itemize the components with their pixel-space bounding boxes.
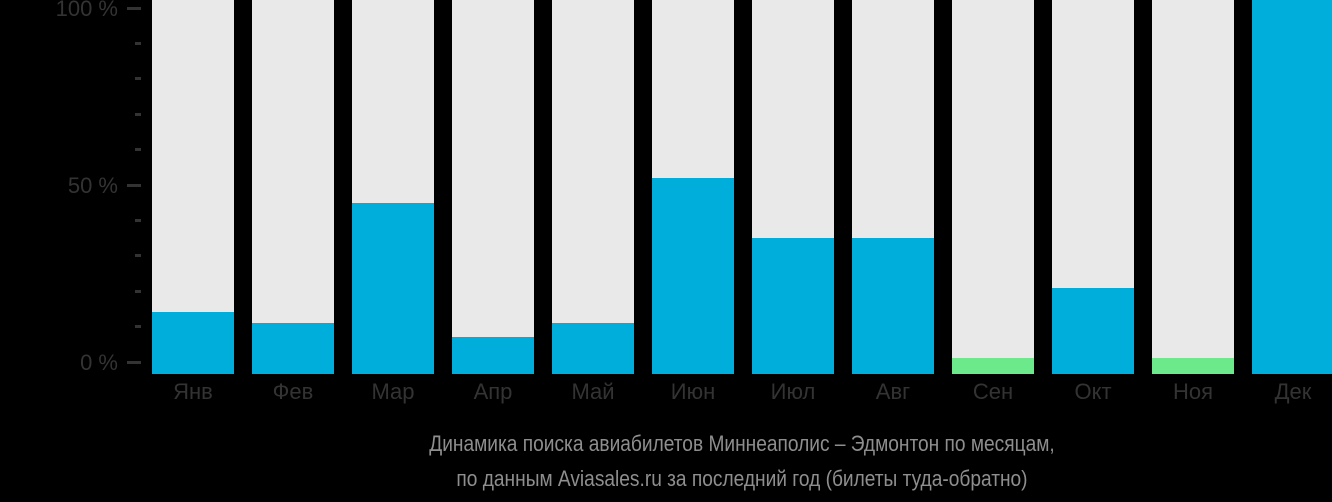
bar-fill-2 bbox=[252, 323, 334, 374]
bar-track-8 bbox=[852, 0, 934, 374]
bar-fill-3 bbox=[352, 203, 434, 374]
month-label-4: Апр bbox=[473, 379, 513, 404]
month-label-12: Дек bbox=[1274, 379, 1312, 404]
y-axis-minor-tick bbox=[135, 42, 141, 45]
bar-track-5 bbox=[552, 0, 634, 374]
month-label-8: Авг bbox=[875, 379, 911, 404]
bar-track-7 bbox=[752, 0, 834, 374]
bar-track-9 bbox=[952, 0, 1034, 374]
y-axis-minor-tick bbox=[135, 113, 141, 116]
month-label-3: Мар bbox=[371, 379, 415, 404]
bar-track-6 bbox=[652, 0, 734, 374]
y-axis-major-tick bbox=[127, 361, 141, 364]
bar-fill-10 bbox=[1052, 288, 1134, 374]
y-axis-major-tick bbox=[127, 184, 141, 187]
bar-fill-12 bbox=[1252, 0, 1332, 374]
bar-track-10 bbox=[1052, 0, 1134, 374]
y-axis-tick-label: 100 % bbox=[55, 0, 118, 21]
y-axis-minor-tick bbox=[135, 254, 141, 257]
bar-track-4 bbox=[452, 0, 534, 374]
bar-fill-1 bbox=[152, 312, 234, 374]
y-axis-minor-tick bbox=[135, 325, 141, 328]
month-label-7: Июл bbox=[770, 379, 816, 404]
month-label-1: Янв bbox=[173, 379, 213, 404]
bar-fill-4 bbox=[452, 337, 534, 374]
bar-track-11 bbox=[1152, 0, 1234, 374]
month-label-6: Июн bbox=[670, 379, 716, 404]
y-axis-major-tick bbox=[127, 7, 141, 10]
bar-fill-7 bbox=[752, 238, 834, 374]
bar-track-1 bbox=[152, 0, 234, 374]
bar-fill-8 bbox=[852, 238, 934, 374]
bar-track-12 bbox=[1252, 0, 1332, 374]
month-label-2: Фев bbox=[272, 379, 314, 404]
y-axis-minor-tick bbox=[135, 77, 141, 80]
caption-line-2: по данным Aviasales.ru за последний год … bbox=[456, 466, 1028, 491]
caption-line-1: Динамика поиска авиабилетов Миннеаполис … bbox=[429, 431, 1055, 456]
y-axis-tick-label: 50 % bbox=[67, 173, 118, 198]
month-label-11: Ноя bbox=[1172, 379, 1214, 404]
bar-track-3 bbox=[352, 0, 434, 374]
month-label-10: Окт bbox=[1074, 379, 1112, 404]
y-axis: 0 % 50 % 100 % bbox=[0, 0, 152, 375]
bar-fill-6 bbox=[652, 178, 734, 374]
month-label-5: Май bbox=[571, 379, 615, 404]
plot-area: 0 % 50 % 100 % bbox=[0, 0, 1332, 375]
y-axis-minor-tick bbox=[135, 219, 141, 222]
bars-container bbox=[152, 0, 1332, 374]
bar-fill-9 bbox=[952, 358, 1034, 374]
month-label-9: Сен bbox=[972, 379, 1014, 404]
chart-caption: Динамика поиска авиабилетов Миннеаполис … bbox=[152, 426, 1332, 496]
y-axis-tick-label: 0 % bbox=[80, 350, 118, 375]
bar-fill-11 bbox=[1152, 358, 1234, 374]
y-axis-minor-tick bbox=[135, 290, 141, 293]
bar-track-2 bbox=[252, 0, 334, 374]
x-axis-labels: Янв Фев Мар Апр Май Июн Июл Авг Сен Окт Ноя Дек bbox=[152, 378, 1332, 406]
y-axis-minor-tick bbox=[135, 148, 141, 151]
bar-fill-5 bbox=[552, 323, 634, 374]
